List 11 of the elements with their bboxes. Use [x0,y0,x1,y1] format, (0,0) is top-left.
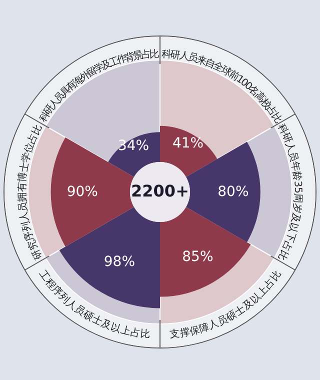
data-label: 41% [172,135,204,152]
data-label: 98% [104,254,136,270]
data-label: 80% [218,184,249,200]
category-label: 研究序列人员拥有博士学位占比 [16,122,44,262]
category-label: 支撑保障人员硕士及以上占比 [169,268,284,340]
data-label: 90% [66,184,98,200]
text: 2200+ [131,181,189,200]
data-label: 34% [118,138,150,154]
category-label: 科研人员具有海外留学及工作背景占比 [36,48,160,124]
data-label: 85% [182,249,214,266]
category-label: 工程序列人员硕士及以上占比 [36,268,151,340]
